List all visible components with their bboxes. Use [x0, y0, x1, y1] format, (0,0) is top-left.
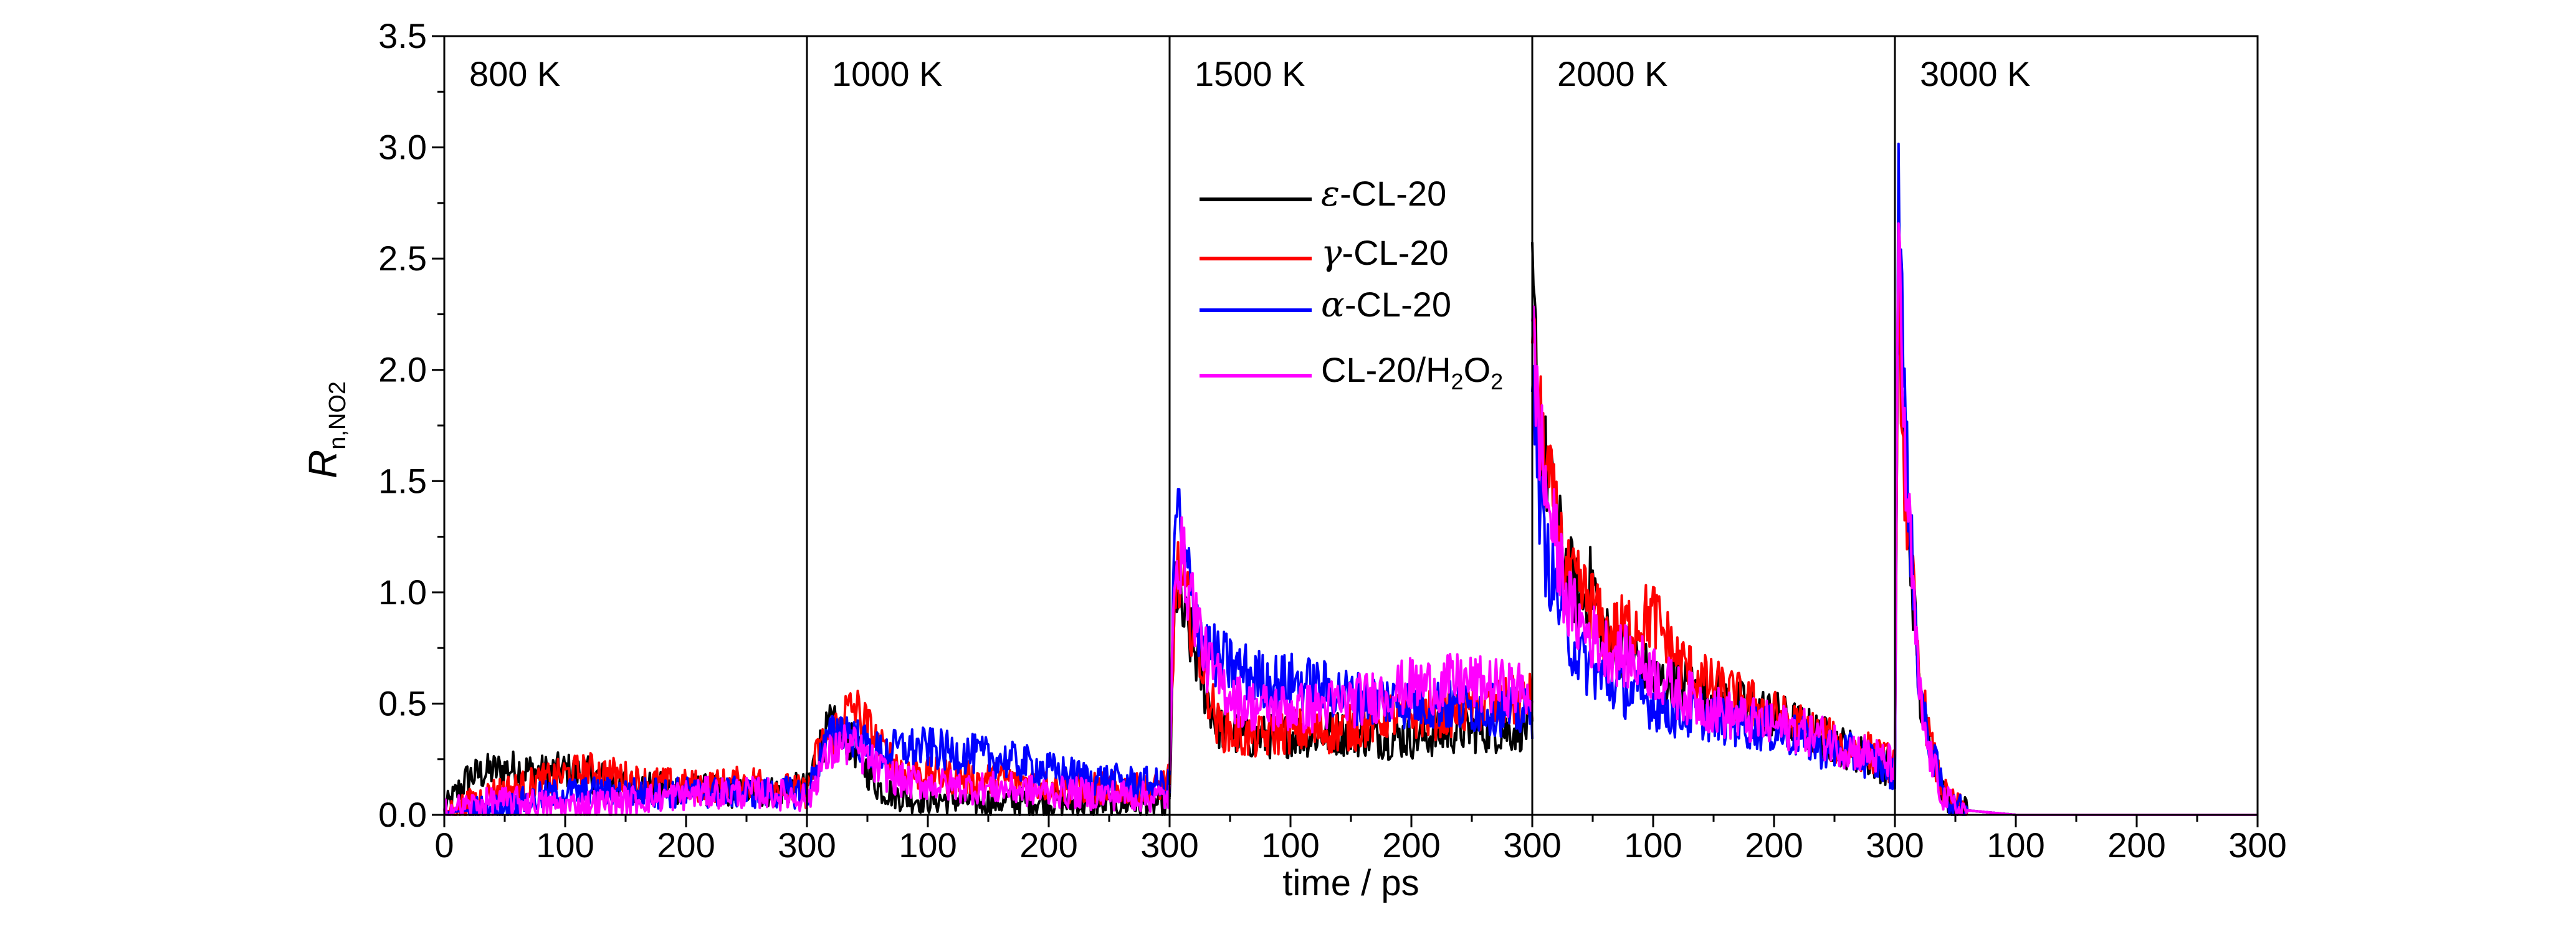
series-line-4-panel-1	[443, 776, 808, 816]
legend-label-greek: γ	[1321, 233, 1342, 273]
x-tick-label: 100	[899, 825, 956, 865]
y-axis-label-sub: n,NO2	[325, 381, 351, 450]
y-tick-label: 2.5	[378, 239, 427, 278]
legend-label-text: O	[1464, 350, 1491, 389]
panel-label: 1500 K	[1195, 54, 1305, 93]
panel-dividers	[806, 36, 1896, 815]
series-line-3-panel-1	[444, 775, 808, 816]
legend-label: ε-CL-20	[1321, 174, 1446, 214]
panel-label: 2000 K	[1557, 54, 1668, 93]
legend-label: α-CL-20	[1321, 285, 1451, 325]
y-axis-label: Rn,NO2	[300, 381, 351, 478]
legend-label-text: -CL-20	[1345, 285, 1451, 324]
legend-label-text: CL-20/H	[1321, 350, 1451, 389]
x-tick-label: 100	[1987, 825, 2044, 865]
legend-label-greek: α	[1321, 285, 1345, 325]
legend-label-sub: 2	[1451, 369, 1464, 394]
x-tick-label: 200	[1745, 825, 1803, 865]
y-axis-label-main: R	[300, 450, 345, 478]
x-tick-label: 300	[1140, 825, 1198, 865]
y-tick-label: 2.0	[378, 350, 427, 389]
y-tick-label: 3.5	[378, 16, 427, 55]
series-line-4-panel-2	[806, 724, 1171, 813]
x-tick-label: 300	[1503, 825, 1561, 865]
y-tick-label: 1.5	[378, 461, 427, 500]
x-tick-label: 300	[1866, 825, 1924, 865]
panel-label: 1000 K	[832, 54, 943, 93]
series-line-4-panel-3	[1168, 516, 1534, 771]
legend-label: CL-20/H2O2	[1321, 350, 1503, 394]
x-tick-label: 200	[1019, 825, 1077, 865]
x-tick-label: 100	[1261, 825, 1319, 865]
x-tick-label: 300	[778, 825, 836, 865]
y-tick-label: 0.5	[378, 683, 427, 723]
x-tick-label: 100	[536, 825, 594, 865]
panel-labels: 800 K 1000 K 1500 K 2000 K 3000 K	[469, 54, 2031, 93]
y-axis-ticks: 0.0 0.5 1.0 1.5 2.0 2.5 3.0 3.5	[378, 16, 444, 834]
panel-label: 3000 K	[1920, 54, 2031, 93]
panel-label: 800 K	[469, 54, 560, 93]
x-axis-ticks: 0 100 200 300 100 200 300 100 200 300 100 200 300 100…	[434, 815, 2287, 865]
x-tick-label: 200	[2107, 825, 2165, 865]
legend-label: γ-CL-20	[1321, 233, 1449, 273]
legend-label-text: -CL-20	[1340, 174, 1446, 213]
y-tick-label: 3.0	[378, 128, 427, 167]
x-tick-label: 300	[2228, 825, 2286, 865]
legend-label-sub: 2	[1491, 369, 1503, 394]
x-tick-label: 100	[1624, 825, 1682, 865]
y-tick-label: 1.0	[378, 573, 427, 612]
legend-label-greek: ε	[1321, 174, 1340, 214]
x-tick-label: 200	[1382, 825, 1440, 865]
x-axis-label: time / ps	[1282, 863, 1419, 903]
legend-label-text: -CL-20	[1342, 233, 1448, 272]
series-line-4-panel-4	[1531, 305, 1896, 782]
x-tick-label: 200	[657, 825, 715, 865]
x-tick-label: 0	[434, 825, 454, 865]
y-tick-label: 0.0	[378, 795, 427, 834]
